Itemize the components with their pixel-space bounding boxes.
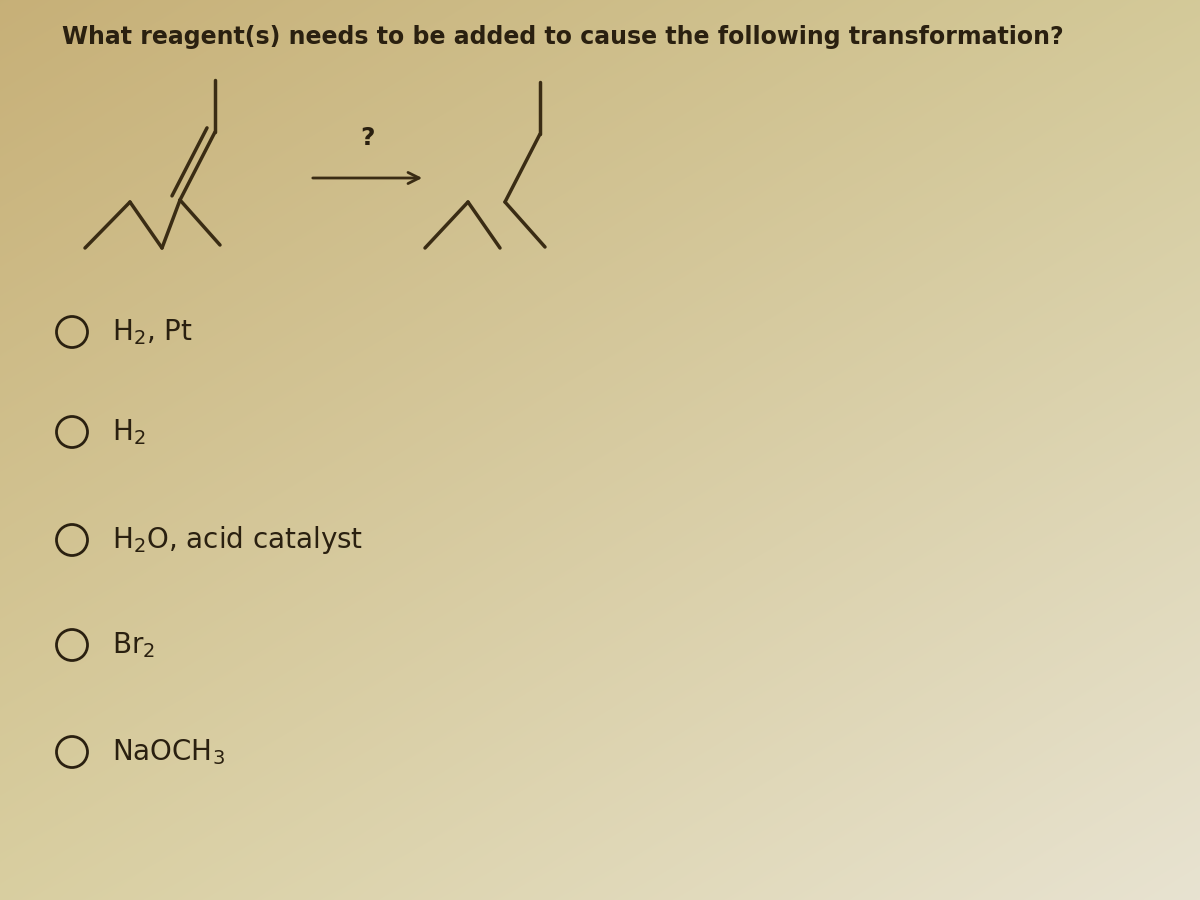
Text: What reagent(s) needs to be added to cause the following transformation?: What reagent(s) needs to be added to cau… [62, 25, 1063, 49]
Text: ?: ? [361, 126, 376, 150]
Text: H$_2$O, acid catalyst: H$_2$O, acid catalyst [112, 524, 364, 556]
Text: H$_2$, Pt: H$_2$, Pt [112, 317, 193, 346]
Text: NaOCH$_3$: NaOCH$_3$ [112, 737, 224, 767]
Text: Br$_2$: Br$_2$ [112, 630, 155, 660]
Text: H$_2$: H$_2$ [112, 417, 145, 447]
